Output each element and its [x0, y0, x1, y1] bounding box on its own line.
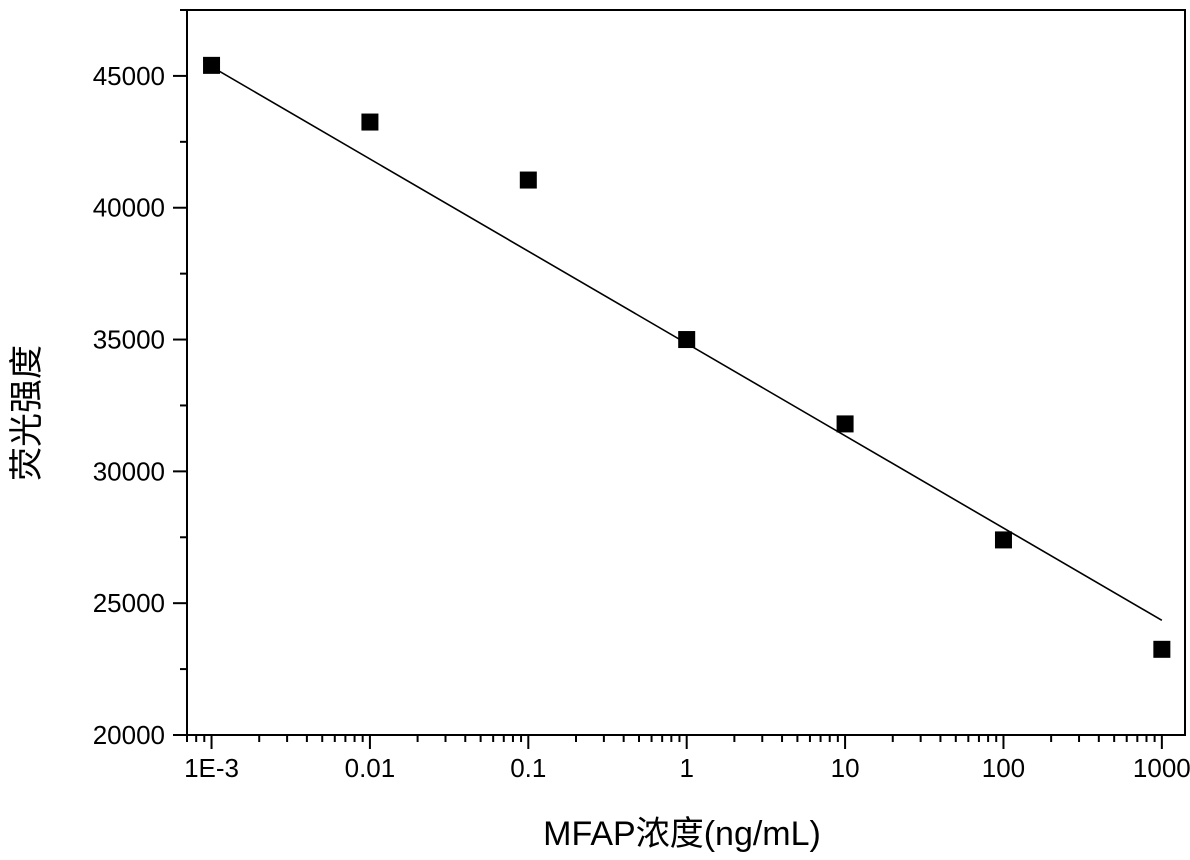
- x-tick-label: 0.1: [510, 753, 546, 783]
- y-tick-label: 25000: [93, 588, 165, 618]
- x-tick-label: 1E-3: [184, 753, 239, 783]
- plot-frame: [187, 10, 1185, 735]
- data-point: [995, 531, 1012, 548]
- data-point: [837, 415, 854, 432]
- x-tick-label: 1: [679, 753, 693, 783]
- data-point: [678, 331, 695, 348]
- x-tick-label: 1000: [1133, 753, 1190, 783]
- y-axis-ticks: 20000 25000 30000 35000 40000 45000: [93, 10, 187, 750]
- data-point: [1153, 641, 1170, 658]
- x-axis-title: MFAP浓度(ng/mL): [543, 815, 821, 853]
- y-tick-label: 20000: [93, 720, 165, 750]
- x-axis-ticks: 1E-3 0.01 0.1 1 10 100 1000: [184, 735, 1190, 783]
- data-point: [361, 114, 378, 131]
- x-tick-label: 10: [831, 753, 860, 783]
- y-tick-label: 45000: [93, 61, 165, 91]
- x-tick-label: 100: [982, 753, 1025, 783]
- y-axis-title: 荧光强度: [8, 345, 46, 481]
- y-tick-label: 35000: [93, 325, 165, 355]
- y-tick-label: 40000: [93, 193, 165, 223]
- y-tick-label: 30000: [93, 456, 165, 486]
- data-point: [520, 172, 537, 189]
- data-point: [203, 57, 220, 74]
- x-tick-label: 0.01: [345, 753, 396, 783]
